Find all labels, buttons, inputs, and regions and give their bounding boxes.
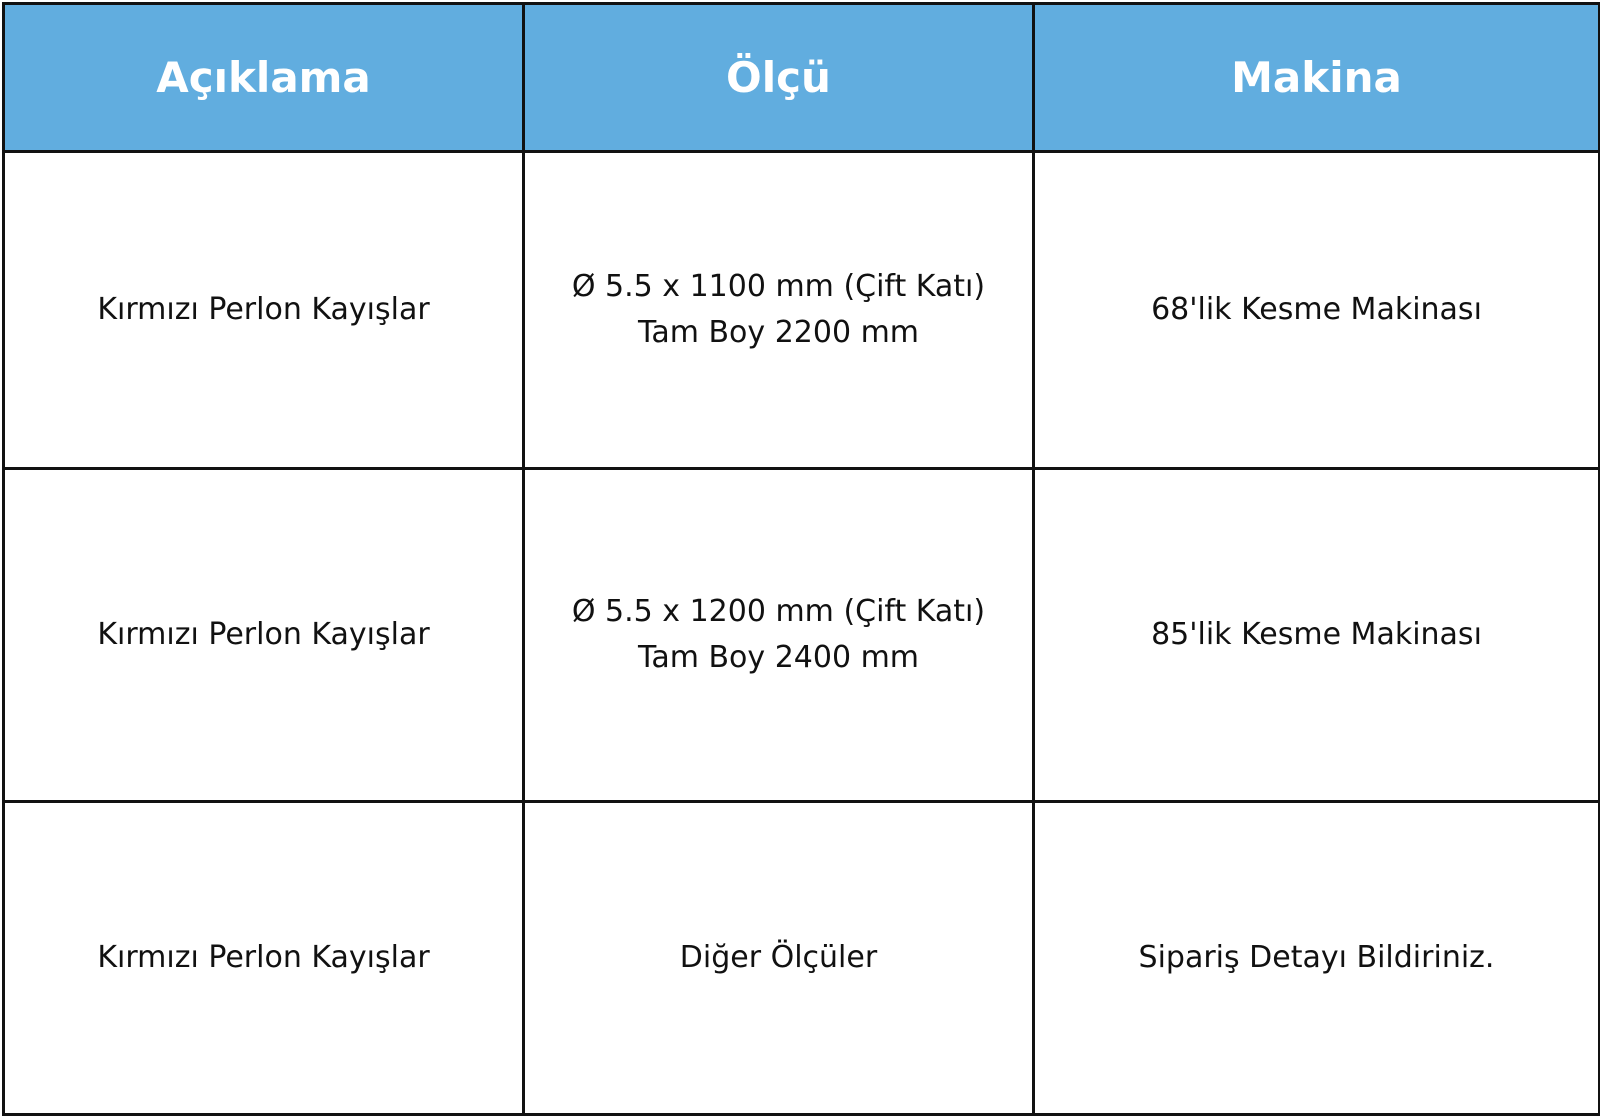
cell-olcu: Ø 5.5 x 1100 mm (Çift Katı) Tam Boy 2200… bbox=[522, 149, 1035, 471]
olcu-line: Tam Boy 2400 mm bbox=[637, 640, 920, 676]
table-row: Kırmızı Perlon Kayışlar Ø 5.5 x 1100 mm … bbox=[2, 149, 1600, 471]
cell-makina: Sipariş Detayı Bildiriniz. bbox=[1032, 799, 1600, 1117]
header-makina: Makina bbox=[1032, 2, 1600, 153]
olcu-line: Ø 5.5 x 1200 mm (Çift Katı) bbox=[571, 594, 986, 630]
table-row: Kırmızı Perlon Kayışlar Diğer Ölçüler Si… bbox=[2, 799, 1600, 1117]
table-row: Kırmızı Perlon Kayışlar Ø 5.5 x 1200 mm … bbox=[2, 467, 1600, 803]
olcu-line: Diğer Ölçüler bbox=[679, 939, 878, 975]
olcu-line: Ø 5.5 x 1100 mm (Çift Katı) bbox=[571, 269, 986, 305]
header-row: Açıklama Ölçü Makina bbox=[2, 2, 1600, 153]
cell-olcu: Ø 5.5 x 1200 mm (Çift Katı) Tam Boy 2400… bbox=[522, 467, 1035, 803]
cell-aciklama: Kırmızı Perlon Kayışlar bbox=[2, 149, 525, 471]
header-olcu: Ölçü bbox=[522, 2, 1035, 153]
cell-makina: 85'lik Kesme Makinası bbox=[1032, 467, 1600, 803]
olcu-line: Tam Boy 2200 mm bbox=[637, 315, 920, 351]
cell-aciklama: Kırmızı Perlon Kayışlar bbox=[2, 799, 525, 1117]
cell-aciklama: Kırmızı Perlon Kayışlar bbox=[2, 467, 525, 803]
cell-olcu: Diğer Ölçüler bbox=[522, 799, 1035, 1117]
cell-makina: 68'lik Kesme Makinası bbox=[1032, 149, 1600, 471]
header-aciklama: Açıklama bbox=[2, 2, 525, 153]
